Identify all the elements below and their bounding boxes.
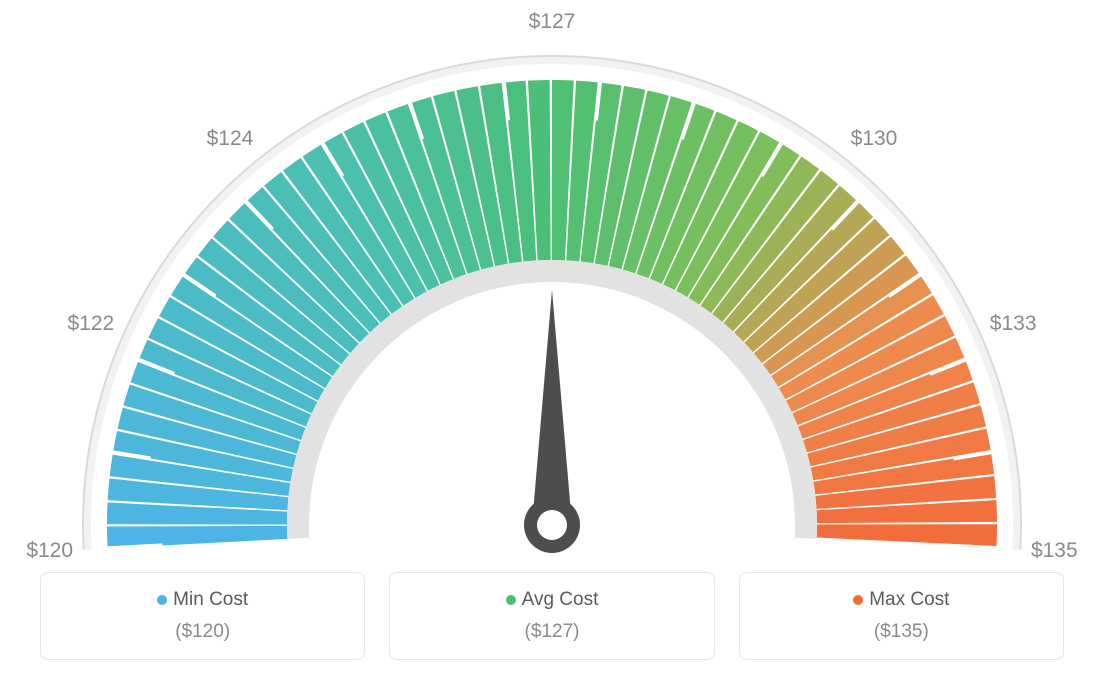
legend-card-min: Min Cost ($120)	[40, 572, 365, 660]
legend-avg-label: Avg Cost	[522, 589, 599, 610]
legend-min-value: ($120)	[51, 621, 354, 643]
dot-avg	[506, 595, 516, 605]
gauge-tick-label: $122	[67, 312, 114, 336]
legend-avg-top: Avg Cost	[506, 589, 599, 611]
gauge-tick-label: $133	[990, 312, 1037, 336]
gauge-svg	[0, 0, 1104, 570]
gauge-tick-label: $130	[851, 127, 898, 151]
legend-max-value: ($135)	[750, 621, 1053, 643]
gauge-area: $120$122$124$127$130$133$135	[0, 0, 1104, 570]
legend-card-avg: Avg Cost ($127)	[389, 572, 714, 660]
legend-max-label: Max Cost	[869, 589, 949, 610]
legend-avg-value: ($127)	[400, 621, 703, 643]
legend-min-top: Min Cost	[157, 589, 248, 611]
dot-max	[853, 595, 863, 605]
cost-gauge-chart: { "gauge": { "type": "gauge", "center_x"…	[0, 0, 1104, 690]
gauge-tick-label: $124	[207, 127, 254, 151]
dot-min	[157, 595, 167, 605]
legend-min-label: Min Cost	[173, 589, 248, 610]
legend-max-top: Max Cost	[853, 589, 949, 611]
gauge-tick-label: $127	[529, 10, 576, 34]
legend-card-max: Max Cost ($135)	[739, 572, 1064, 660]
legend-row: Min Cost ($120) Avg Cost ($127) Max Cost…	[0, 552, 1104, 690]
